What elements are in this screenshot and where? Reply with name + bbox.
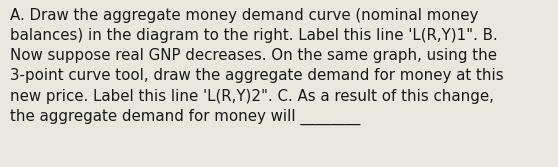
Text: A. Draw the aggregate money demand curve (nominal money
balances) in the diagram: A. Draw the aggregate money demand curve…: [10, 8, 504, 125]
